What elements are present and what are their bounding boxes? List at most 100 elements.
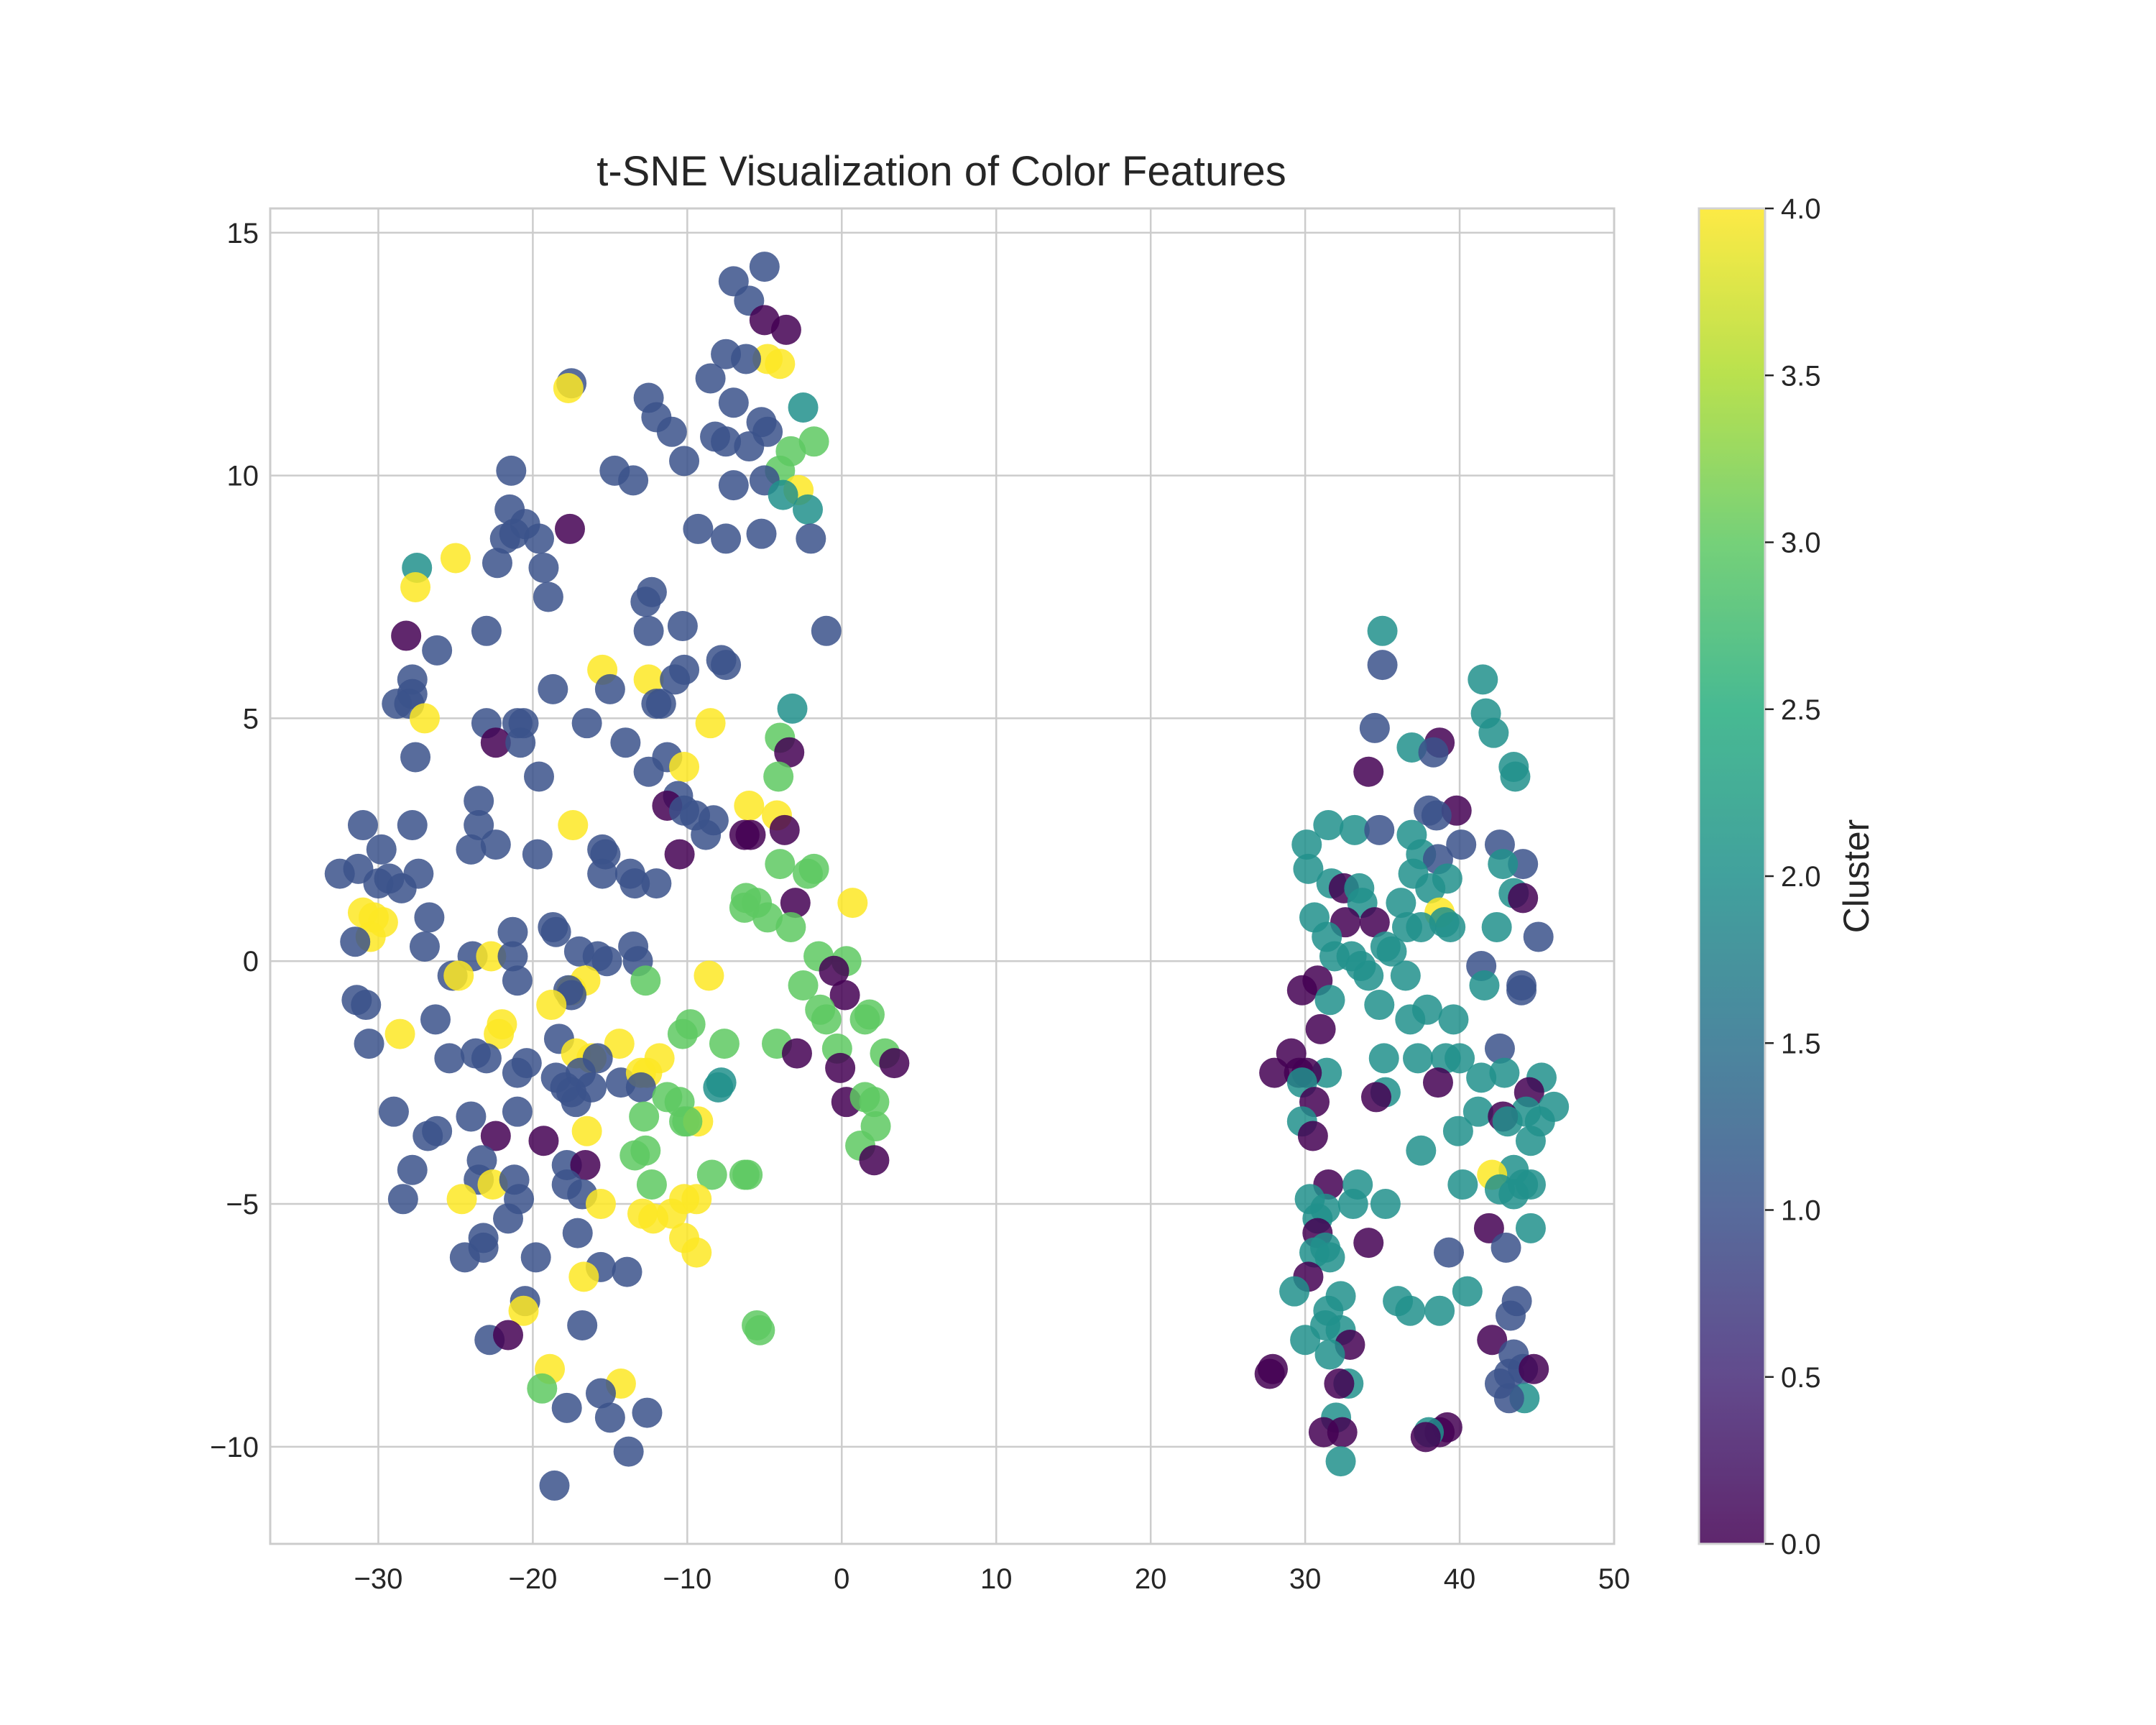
scatter-point — [1519, 1353, 1549, 1384]
scatter-point — [508, 1295, 539, 1326]
scatter-point — [1410, 1422, 1441, 1453]
scatter-point — [387, 1184, 418, 1215]
scatter-point — [669, 751, 700, 782]
scatter-point — [1368, 1043, 1399, 1074]
scatter-point — [675, 1009, 706, 1040]
scatter-point — [765, 349, 796, 380]
scatter-point — [456, 834, 487, 865]
scatter-point — [656, 1198, 687, 1229]
scatter-point — [645, 689, 676, 719]
scatter-point — [1500, 761, 1531, 792]
scatter-point — [1259, 1057, 1290, 1088]
scatter-point — [1424, 1295, 1455, 1326]
scatter-point — [681, 1184, 712, 1215]
colorbar-tick-label: 0.5 — [1781, 1362, 1821, 1394]
scatter-point — [1508, 883, 1539, 914]
scatter-point — [400, 742, 431, 773]
scatter-point — [1254, 1358, 1285, 1389]
scatter-point — [711, 650, 742, 681]
scatter-point — [1395, 1004, 1426, 1035]
scatter-point — [629, 1101, 660, 1132]
scatter-point — [1353, 756, 1384, 787]
scatter-point — [672, 1106, 703, 1137]
scatter-point — [1481, 911, 1512, 942]
scatter-point — [1492, 1106, 1523, 1137]
scatter-point — [554, 513, 585, 544]
scatter-point — [527, 1373, 558, 1404]
scatter-point — [571, 1116, 602, 1146]
scatter-point — [1491, 1232, 1521, 1263]
scatter-point — [351, 990, 382, 1021]
scatter-point — [1473, 1213, 1504, 1243]
scatter-point — [777, 693, 808, 724]
scatter-point — [1325, 1446, 1356, 1477]
scatter-point — [1442, 1116, 1473, 1146]
x-tick-label: 50 — [1598, 1563, 1631, 1595]
scatter-point — [480, 727, 511, 758]
scatter-point — [1327, 1417, 1358, 1448]
scatter-point — [528, 1126, 559, 1156]
scatter-point — [749, 252, 780, 282]
scatter-point — [533, 581, 563, 612]
colorbar-tick-label: 2.0 — [1781, 861, 1821, 893]
scatter-point — [482, 548, 512, 579]
scatter-point — [1337, 1189, 1368, 1220]
scatter-point — [1452, 1276, 1483, 1307]
scatter-point — [496, 455, 527, 486]
scatter-point — [630, 1135, 661, 1166]
x-tick-label: −10 — [663, 1563, 711, 1595]
scatter-point — [480, 1121, 511, 1151]
scatter-point — [770, 314, 801, 345]
scatter-point — [1293, 853, 1324, 884]
colorbar-tick-label: 2.5 — [1781, 694, 1821, 726]
scatter-point — [709, 1029, 740, 1059]
scatter-point — [422, 635, 453, 666]
scatter-point — [859, 1087, 890, 1118]
scatter-point — [1279, 1276, 1310, 1307]
scatter-point — [695, 363, 726, 394]
scatter-point — [464, 786, 494, 816]
y-tick-label: 5 — [243, 703, 259, 735]
scatter-point — [811, 615, 842, 646]
y-tick-label: −10 — [210, 1432, 259, 1463]
scatter-point — [746, 518, 777, 549]
colorbar-tick-label: 3.5 — [1781, 360, 1821, 392]
scatter-point — [879, 1048, 910, 1079]
scatter-point — [562, 1218, 593, 1248]
scatter-point — [1313, 810, 1344, 841]
scatter-point — [502, 965, 533, 996]
scatter-point — [524, 761, 554, 792]
scatter-point — [625, 1072, 656, 1103]
colorbar — [1697, 207, 1766, 1545]
scatter-point — [400, 571, 431, 602]
scatter-point — [1468, 664, 1498, 695]
scatter-point — [1447, 1169, 1478, 1200]
scatter-point — [347, 810, 378, 841]
scatter-point — [540, 916, 571, 947]
scatter-point — [384, 1018, 415, 1049]
scatter-point — [667, 611, 698, 642]
scatter-point — [752, 902, 783, 933]
colorbar-ticks: 0.0 0.5 1.0 1.5 2.0 2.5 3.0 3.5 4.0 — [1765, 193, 1821, 1560]
scatter-point — [354, 1029, 384, 1059]
scatter-point — [1477, 1325, 1508, 1356]
scatter-point — [446, 1184, 477, 1215]
scatter-point — [1506, 975, 1537, 1006]
x-tick-label: 0 — [834, 1563, 849, 1595]
scatter-point — [763, 761, 794, 792]
scatter-point — [683, 513, 714, 544]
scatter-point — [434, 1043, 465, 1074]
scatter-point — [476, 941, 507, 972]
scatter-point — [497, 941, 528, 972]
scatter-point — [1376, 936, 1407, 967]
scatter-point — [397, 810, 428, 841]
y-tick-label: 10 — [227, 461, 259, 492]
scatter-point — [1406, 1135, 1437, 1166]
scatter-point — [711, 426, 742, 457]
scatter-point — [484, 1018, 515, 1049]
scatter-point — [796, 523, 826, 554]
x-tick-label: 40 — [1444, 1563, 1476, 1595]
scatter-point — [528, 552, 559, 583]
scatter-point — [1462, 1096, 1493, 1127]
